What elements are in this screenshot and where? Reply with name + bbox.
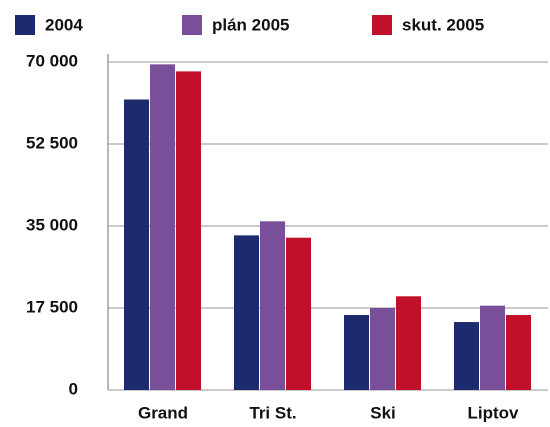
- y-tick-label: 0: [69, 379, 78, 398]
- bar: [260, 221, 285, 390]
- bar: [506, 315, 531, 390]
- bar: [370, 308, 395, 390]
- x-tick-label: Liptov: [468, 403, 520, 422]
- bar: [124, 99, 149, 390]
- bar: [344, 315, 369, 390]
- bar: [454, 322, 479, 390]
- y-tick-label: 17 500: [26, 297, 78, 316]
- legend-swatch: [15, 15, 35, 35]
- x-tick-label: Tri St.: [249, 403, 296, 422]
- y-tick-label: 70 000: [26, 51, 78, 70]
- legend-label: plán 2005: [212, 15, 290, 34]
- bar: [480, 305, 505, 390]
- y-tick-label: 35 000: [26, 215, 78, 234]
- legend-label: skut. 2005: [402, 15, 484, 34]
- x-tick-label: Grand: [138, 403, 188, 422]
- legend-label: 2004: [45, 15, 83, 34]
- x-tick-label: Ski: [370, 403, 396, 422]
- bar: [150, 64, 175, 390]
- bar: [286, 237, 311, 390]
- bar: [176, 71, 201, 390]
- bar: [396, 296, 421, 390]
- legend-swatch: [372, 15, 392, 35]
- y-tick-label: 52 500: [26, 133, 78, 152]
- legend-swatch: [182, 15, 202, 35]
- bar: [234, 235, 259, 390]
